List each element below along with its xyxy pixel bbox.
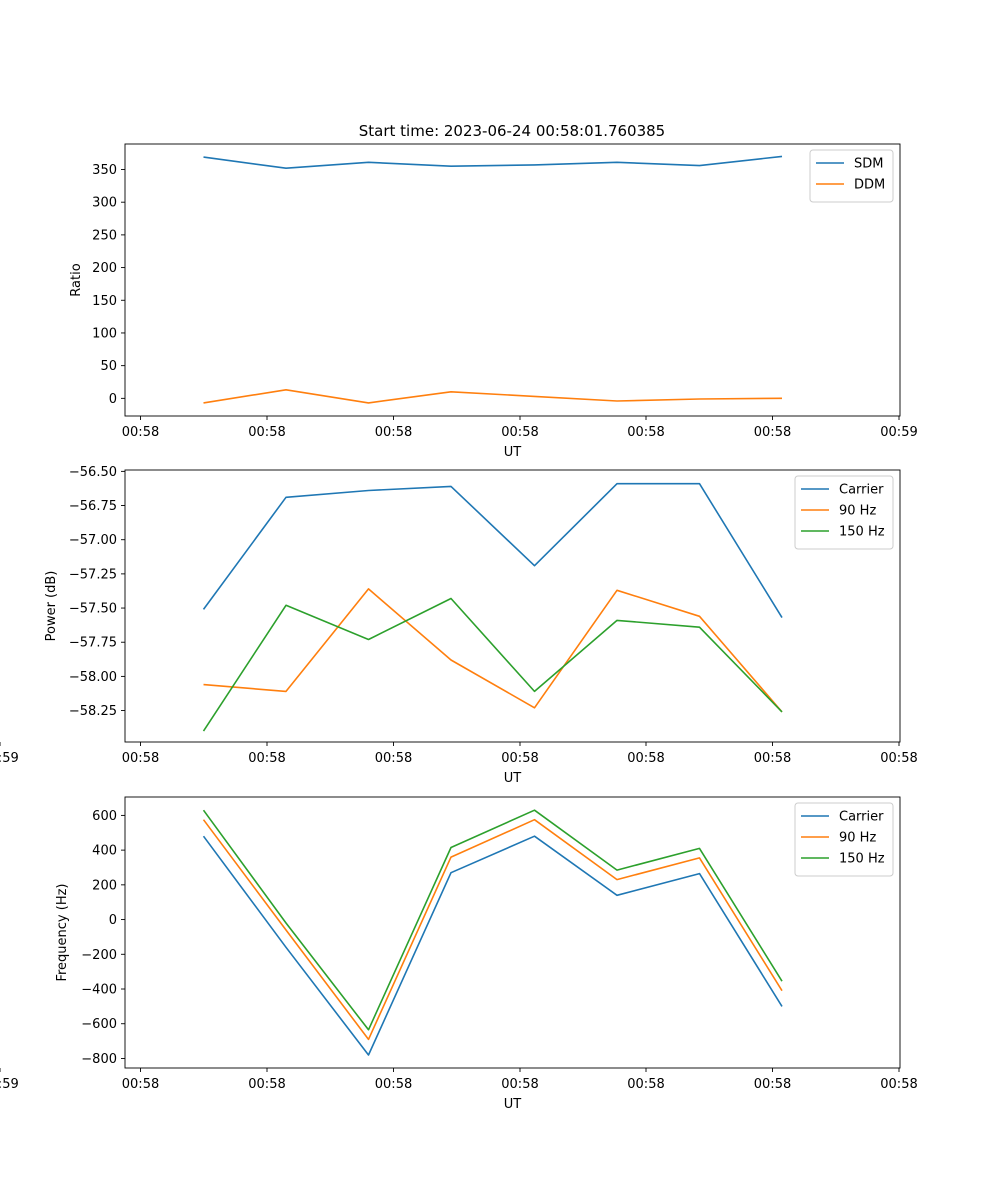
y-tick-label: −57.50 (69, 602, 117, 617)
y-tick-label: −57.25 (69, 567, 117, 582)
panel-2: 00:58 00:58 00:58 00:58 00:58 00:58 00:58 00:59… (0, 465, 918, 786)
y-tick-label: 0 (109, 913, 117, 928)
series-line-90-hz (202, 818, 783, 1041)
x-tick-label: 00:58 (627, 751, 664, 766)
axes-frame (124, 469, 901, 743)
legend: Carrier 90 Hz 150 Hz (794, 802, 894, 877)
x-tick-label: 00:58 (501, 425, 538, 440)
x-tick-label: 00:58 (754, 1077, 791, 1092)
x-tick-label: 00:59 (0, 1077, 19, 1092)
panel-3: 00:58 00:58 00:58 00:58 00:58 00:58 00:58 00:59… (0, 796, 918, 1112)
series-line-carrier (202, 835, 783, 1056)
y-tick-label: −200 (81, 948, 117, 963)
legend-label: 150 Hz (839, 525, 885, 540)
x-tick-label: 00:59 (880, 425, 917, 440)
x-tick-label: 00:58 (501, 751, 538, 766)
x-axis-label: UT (504, 771, 522, 786)
y-tick-label: −57.00 (69, 533, 117, 548)
legend-label: Carrier (839, 810, 884, 825)
y-tick-label: 50 (100, 359, 117, 374)
legend-label: 150 Hz (839, 852, 885, 867)
x-tick-label: 00:58 (248, 425, 285, 440)
y-tick-label: −58.25 (69, 704, 117, 719)
series-line-sdm (203, 155, 783, 169)
x-tick-label: 00:58 (627, 425, 664, 440)
x-tick-label: 00:58 (122, 425, 159, 440)
y-tick-label: 250 (92, 228, 117, 243)
y-tick-label: −56.75 (69, 499, 117, 514)
y-axis-label: Power (dB) (44, 571, 59, 642)
y-tick-label: −800 (81, 1052, 117, 1067)
y-tick-label: 400 (92, 844, 117, 859)
x-axis-label: UT (504, 445, 522, 460)
x-tick-label: 00:58 (122, 751, 159, 766)
legend: Carrier 90 Hz 150 Hz (794, 475, 894, 550)
y-tick-label: 300 (92, 196, 117, 211)
y-tick-label: 100 (92, 326, 117, 341)
y-tick-label: 600 (92, 809, 117, 824)
y-tick-label: 0 (109, 392, 117, 407)
x-tick-label: 00:58 (248, 751, 285, 766)
panel-1: 00:58 00:58 00:58 00:58 00:58 00:58 00:59 0 50 10… (69, 143, 918, 460)
y-tick-label: −57.75 (69, 636, 117, 651)
x-tick-label: 00:58 (754, 425, 791, 440)
x-tick-label: 00:58 (375, 425, 412, 440)
x-tick-label: 00:58 (880, 751, 917, 766)
x-tick-label: 00:58 (375, 1077, 412, 1092)
x-tick-label: 00:58 (754, 751, 791, 766)
y-axis-label: Frequency (Hz) (55, 883, 70, 981)
y-tick-label: 200 (92, 261, 117, 276)
y-tick-label: −56.50 (69, 465, 117, 480)
axes-frame (124, 143, 901, 417)
legend: SDM DDM (809, 149, 894, 203)
legend-label: 90 Hz (839, 504, 876, 519)
figure-title: Start time: 2023-06-24 00:58:01.760385 (359, 122, 665, 140)
y-tick-label: −58.00 (69, 670, 117, 685)
x-tick-label: 00:59 (0, 751, 19, 766)
legend-label: 90 Hz (839, 831, 876, 846)
y-tick-label: −600 (81, 1017, 117, 1032)
axes-frame (124, 796, 901, 1069)
series-line-ddm (203, 388, 783, 404)
series-line-90-hz (203, 588, 783, 713)
y-tick-label: 150 (92, 294, 117, 309)
x-tick-label: 00:58 (248, 1077, 285, 1092)
legend-label: SDM (854, 157, 883, 172)
x-tick-label: 00:58 (501, 1077, 538, 1092)
series-line-150-hz (202, 597, 783, 732)
x-axis-label: UT (504, 1097, 522, 1112)
x-tick-label: 00:58 (880, 1077, 917, 1092)
y-tick-label: 350 (92, 163, 117, 178)
x-tick-label: 00:58 (375, 751, 412, 766)
series-line-carrier (202, 482, 783, 619)
legend-label: DDM (854, 178, 885, 193)
y-tick-label: 200 (92, 878, 117, 893)
x-tick-label: 00:58 (122, 1077, 159, 1092)
y-axis-label: Ratio (69, 263, 84, 296)
x-tick-label: 00:58 (627, 1077, 664, 1092)
y-tick-label: −400 (81, 983, 117, 998)
series-line-150-hz (202, 809, 783, 1031)
legend-label: Carrier (839, 483, 884, 498)
